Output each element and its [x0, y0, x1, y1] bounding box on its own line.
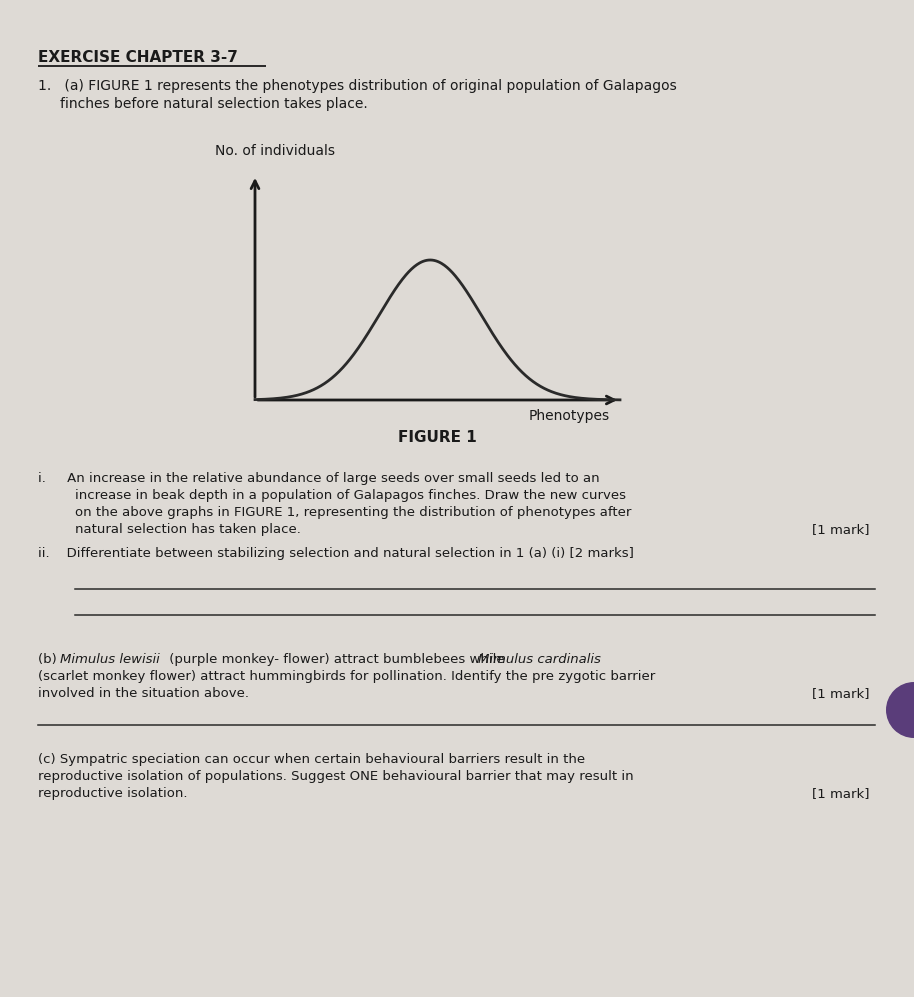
Text: (purple monkey- flower) attract bumblebees while: (purple monkey- flower) attract bumblebe… [165, 653, 509, 666]
Text: natural selection has taken place.: natural selection has taken place. [75, 523, 301, 536]
Text: [1 mark]: [1 mark] [813, 687, 870, 700]
Text: [1 mark]: [1 mark] [813, 787, 870, 800]
Wedge shape [886, 682, 914, 738]
Text: ii.    Differentiate between stabilizing selection and natural selection in 1 (a: ii. Differentiate between stabilizing se… [38, 547, 634, 560]
Text: finches before natural selection takes place.: finches before natural selection takes p… [60, 97, 367, 111]
Text: 1.   (a) FIGURE 1 represents the phenotypes distribution of original population : 1. (a) FIGURE 1 represents the phenotype… [38, 79, 676, 93]
Text: Mimulus cardinalis: Mimulus cardinalis [478, 653, 600, 666]
Text: reproductive isolation of populations. Suggest ONE behavioural barrier that may : reproductive isolation of populations. S… [38, 770, 633, 783]
Text: on the above graphs in FIGURE 1, representing the distribution of phenotypes aft: on the above graphs in FIGURE 1, represe… [75, 506, 632, 519]
Text: [1 mark]: [1 mark] [813, 523, 870, 536]
Text: reproductive isolation.: reproductive isolation. [38, 787, 187, 800]
Text: (b): (b) [38, 653, 61, 666]
Text: (c) Sympatric speciation can occur when certain behavioural barriers result in t: (c) Sympatric speciation can occur when … [38, 753, 585, 766]
Text: involved in the situation above.: involved in the situation above. [38, 687, 249, 700]
Text: Mimulus lewisii: Mimulus lewisii [60, 653, 160, 666]
Text: increase in beak depth in a population of Galapagos finches. Draw the new curves: increase in beak depth in a population o… [75, 489, 626, 502]
Text: No. of individuals: No. of individuals [215, 144, 335, 158]
Text: Phenotypes: Phenotypes [529, 409, 610, 423]
Text: FIGURE 1: FIGURE 1 [399, 430, 477, 445]
Text: i.     An increase in the relative abundance of large seeds over small seeds led: i. An increase in the relative abundance… [38, 472, 600, 485]
Text: EXERCISE CHAPTER 3-7: EXERCISE CHAPTER 3-7 [38, 50, 238, 65]
Text: (scarlet monkey flower) attract hummingbirds for pollination. Identify the pre z: (scarlet monkey flower) attract hummingb… [38, 670, 655, 683]
